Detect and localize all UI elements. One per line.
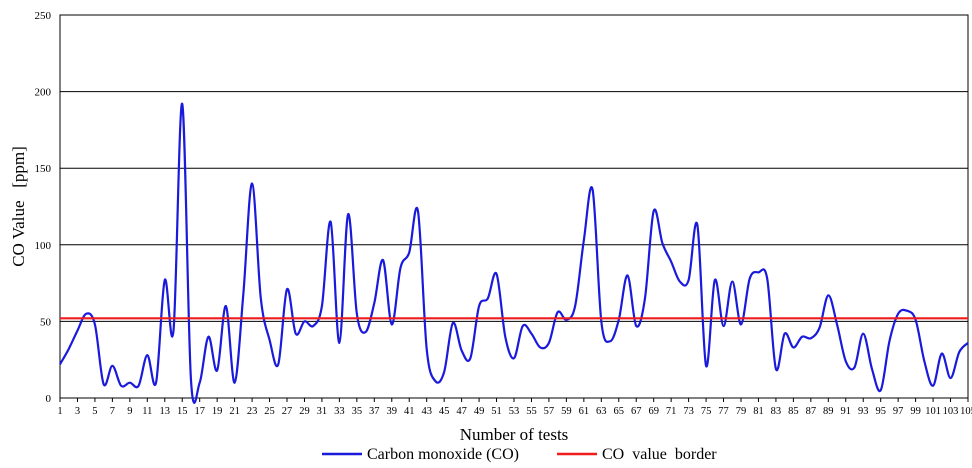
legend: Carbon monoxide (CO) CO value border (322, 446, 717, 463)
legend-label-border: CO value border (602, 446, 717, 463)
y-tick-label: 250 (35, 10, 52, 22)
x-tick-label: 3 (75, 406, 80, 417)
x-tick-label: 85 (788, 406, 799, 417)
x-tick-label: 81 (753, 406, 764, 417)
x-tick-label: 39 (387, 406, 398, 417)
plot-area (59, 14, 969, 399)
x-tick-label: 75 (701, 406, 712, 417)
x-axis-ticks: 1 3 5 7 9 11 13 15 17 19 21 23 25 27 29 31 33 35 37 39 41 43 4… (57, 398, 972, 417)
x-tick-label: 83 (771, 406, 782, 417)
x-tick-label: 63 (596, 406, 607, 417)
x-tick-label: 29 (299, 406, 310, 417)
y-tick-label: 150 (35, 163, 52, 175)
x-tick-label: 97 (893, 406, 904, 417)
x-tick-label: 53 (509, 406, 520, 417)
x-tick-label: 37 (369, 406, 380, 417)
x-tick-label: 105 (960, 406, 972, 417)
x-tick-label: 1 (57, 406, 62, 417)
x-tick-label: 13 (160, 406, 171, 417)
x-tick-label: 67 (631, 406, 642, 417)
x-tick-label: 55 (526, 406, 537, 417)
x-tick-label: 15 (177, 406, 188, 417)
x-tick-label: 91 (841, 406, 852, 417)
y-tick-label: 100 (35, 240, 52, 252)
x-tick-label: 45 (439, 406, 450, 417)
x-tick-label: 41 (404, 406, 415, 417)
x-tick-label: 51 (491, 406, 502, 417)
x-tick-label: 21 (229, 406, 240, 417)
x-tick-label: 61 (579, 406, 590, 417)
grid-lines (60, 14, 968, 399)
x-tick-label: 23 (247, 406, 258, 417)
legend-label-co: Carbon monoxide (CO) (367, 446, 519, 463)
x-tick-label: 49 (474, 406, 485, 417)
y-axis-ticks: 0 50 100 150 200 250 (35, 10, 52, 405)
x-tick-label: 33 (334, 406, 345, 417)
x-tick-label: 93 (858, 406, 869, 417)
x-tick-label: 87 (806, 406, 817, 417)
y-axis-title: CO Value [ppm] (9, 146, 28, 267)
series-co-line (59, 102, 969, 404)
x-tick-label: 65 (614, 406, 625, 417)
x-tick-label: 59 (561, 406, 572, 417)
x-tick-label: 77 (718, 406, 729, 417)
x-tick-label: 99 (910, 406, 921, 417)
x-tick-label: 71 (666, 406, 677, 417)
x-tick-label: 73 (683, 406, 694, 417)
x-tick-label: 95 (875, 406, 886, 417)
x-tick-label: 31 (317, 406, 328, 417)
x-tick-label: 57 (544, 406, 555, 417)
x-tick-label: 11 (142, 406, 152, 417)
y-tick-label: 200 (35, 87, 52, 99)
x-tick-label: 43 (421, 406, 432, 417)
y-tick-label: 50 (40, 316, 52, 328)
x-tick-label: 5 (92, 406, 97, 417)
series-group (59, 102, 969, 404)
x-tick-label: 69 (648, 406, 659, 417)
x-tick-label: 79 (736, 406, 747, 417)
x-tick-label: 47 (456, 406, 467, 417)
x-tick-label: 25 (264, 406, 275, 417)
x-tick-label: 19 (212, 406, 223, 417)
x-tick-label: 89 (823, 406, 834, 417)
x-tick-label: 27 (282, 406, 293, 417)
x-tick-label: 9 (127, 406, 132, 417)
x-tick-label: 101 (925, 406, 941, 417)
x-tick-label: 35 (352, 406, 363, 417)
x-tick-label: 17 (194, 406, 205, 417)
x-tick-label: 103 (943, 406, 959, 417)
x-axis-title: Number of tests (460, 425, 569, 444)
y-tick-label: 0 (46, 393, 52, 405)
x-tick-label: 7 (110, 406, 115, 417)
